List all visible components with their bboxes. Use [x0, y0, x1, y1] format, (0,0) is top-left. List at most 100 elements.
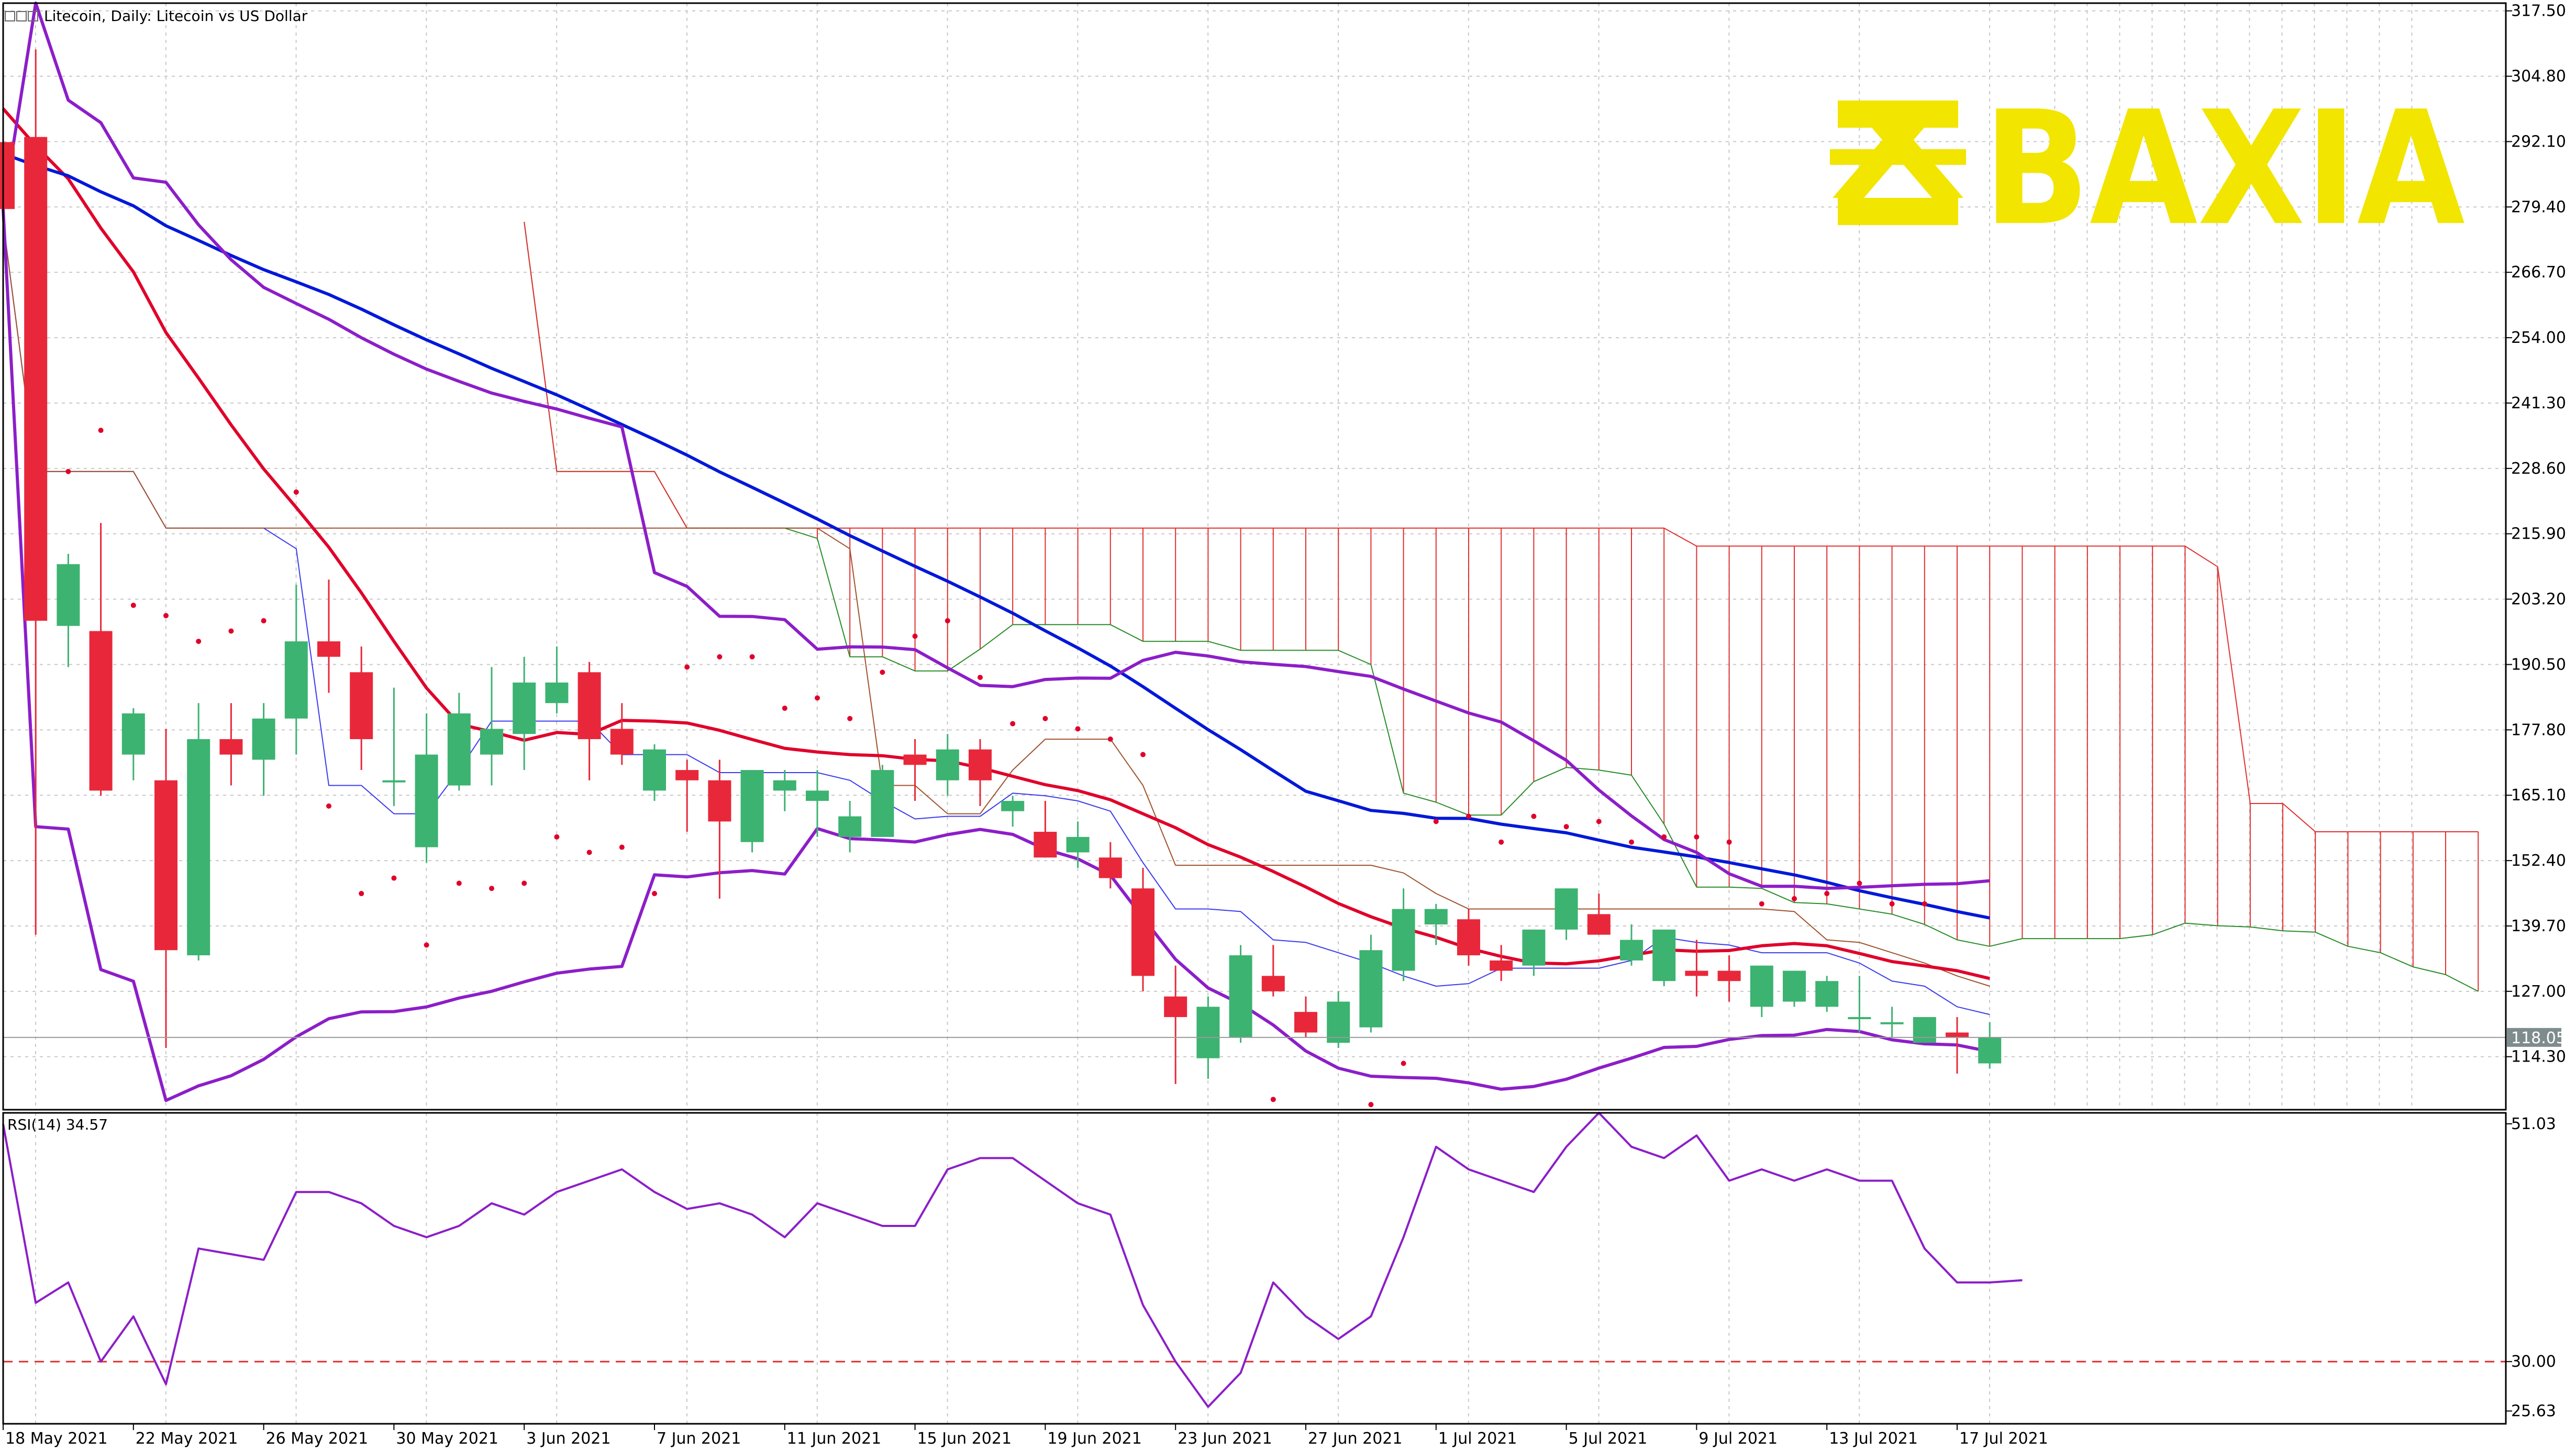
sar-dot	[196, 639, 202, 644]
rsi-tick-label: 30.00	[2511, 1353, 2556, 1371]
sar-dot	[1792, 896, 1797, 901]
candle-body	[1327, 1001, 1350, 1043]
sar-dot	[391, 875, 397, 881]
date-tick-label: 7 Jun 2021	[657, 1430, 741, 1448]
candle-body	[806, 790, 829, 801]
date-tick-label: 9 Jul 2021	[1698, 1430, 1778, 1448]
date-tick-label: 13 Jul 2021	[1829, 1430, 1918, 1448]
candle-body	[740, 770, 764, 842]
candle-body	[1392, 909, 1415, 971]
current-price-badge	[2507, 1028, 2561, 1047]
candle-body	[1229, 955, 1252, 1038]
candle-body	[871, 770, 894, 837]
price-tick-label: 279.40	[2511, 198, 2566, 216]
candle-body	[708, 780, 731, 822]
candle-body	[447, 713, 471, 786]
sar-dot	[456, 880, 462, 886]
rsi-panel-frame	[2, 1112, 2507, 1425]
window-icon[interactable]	[5, 11, 15, 21]
price-tick-label: 228.60	[2511, 460, 2566, 478]
bollinger-lower	[2, 209, 1990, 1102]
candle-body	[1913, 1017, 1936, 1043]
date-tick-label: 5 Jul 2021	[1569, 1430, 1648, 1448]
sar-dot	[1889, 901, 1895, 907]
sar-dot	[749, 654, 755, 660]
candle-body	[154, 780, 177, 951]
price-tick-label: 266.70	[2511, 263, 2566, 282]
date-tick-label: 19 Jun 2021	[1047, 1430, 1141, 1448]
candle-body	[1815, 981, 1839, 1007]
sar-dot	[554, 834, 560, 840]
sar-dot	[880, 669, 885, 675]
price-tick-label: 177.80	[2511, 721, 2566, 739]
candle-body	[643, 749, 666, 791]
candle-body	[1066, 836, 1090, 853]
candle-body	[89, 631, 113, 791]
candle-body	[513, 682, 536, 734]
candle-body	[252, 718, 275, 760]
candle-body	[1034, 832, 1057, 858]
sar-dot	[359, 891, 364, 897]
date-tick-label: 18 May 2021	[5, 1430, 108, 1448]
sar-dot	[652, 891, 657, 897]
rsi-panel: RSI(14) 34.57	[2, 1112, 2506, 1408]
sar-dot	[1726, 839, 1732, 845]
sar-dot	[782, 706, 787, 711]
sar-dot	[1075, 726, 1081, 732]
candle-body	[1978, 1037, 2002, 1064]
candle-body	[903, 754, 927, 765]
sar-dot	[1466, 813, 1471, 819]
senkou-span-a	[524, 221, 2479, 992]
sar-dot	[945, 618, 950, 623]
bollinger-upper	[2, 2, 1990, 890]
logo-text: BAXIA	[1983, 77, 2466, 260]
sar-dot	[326, 803, 331, 809]
candle-body	[187, 739, 210, 956]
candle-body	[284, 641, 308, 719]
window-icon[interactable]	[16, 11, 27, 21]
sar-dot	[1857, 880, 1862, 886]
price-tick-label: 114.30	[2511, 1048, 2566, 1066]
candle-body	[1164, 996, 1187, 1018]
candle-body	[1848, 1017, 1871, 1020]
candle-body	[838, 816, 862, 837]
baxia-logo: BAXIA	[1830, 77, 2466, 260]
sar-dot	[521, 880, 527, 886]
candle-body	[545, 682, 569, 704]
sar-dot	[1563, 824, 1569, 830]
date-tick-label: 17 Jul 2021	[1959, 1430, 2048, 1448]
sar-dot	[98, 428, 104, 433]
candle-body	[773, 780, 796, 791]
candle-body	[1750, 965, 1773, 1007]
candle-body	[936, 749, 959, 780]
candle-body	[1685, 970, 1708, 976]
chart-header: Litecoin, Daily: Litecoin vs US Dollar	[5, 7, 308, 25]
sar-dot	[1107, 736, 1113, 742]
date-tick-label: 30 May 2021	[396, 1430, 498, 1448]
date-tick-label: 26 May 2021	[266, 1430, 369, 1448]
candle-body	[675, 770, 699, 780]
sar-dot	[1433, 819, 1439, 824]
symbol-title: Litecoin, Daily: Litecoin vs US Dollar	[44, 7, 308, 25]
date-tick-label: 22 May 2021	[136, 1430, 238, 1448]
sar-dot	[293, 489, 299, 495]
rsi-tick-label: 25.63	[2511, 1402, 2556, 1421]
price-tick-label: 190.50	[2511, 655, 2566, 674]
rsi-tick-label: 51.03	[2511, 1115, 2556, 1133]
date-tick-label: 3 Jun 2021	[526, 1430, 610, 1448]
sar-dot	[130, 602, 136, 608]
sar-dot	[1270, 1097, 1276, 1102]
price-tick-label: 139.70	[2511, 917, 2566, 935]
candle-body	[382, 780, 406, 783]
candle-body	[969, 749, 992, 780]
sar-dot	[684, 664, 690, 670]
window-icon[interactable]	[28, 11, 38, 21]
candle-body	[1587, 914, 1611, 935]
price-tick-label: 165.10	[2511, 786, 2566, 805]
price-tick-label: 152.40	[2511, 852, 2566, 870]
sar-dot	[912, 633, 918, 639]
candle-body	[1098, 857, 1122, 878]
candle-body	[57, 564, 80, 626]
